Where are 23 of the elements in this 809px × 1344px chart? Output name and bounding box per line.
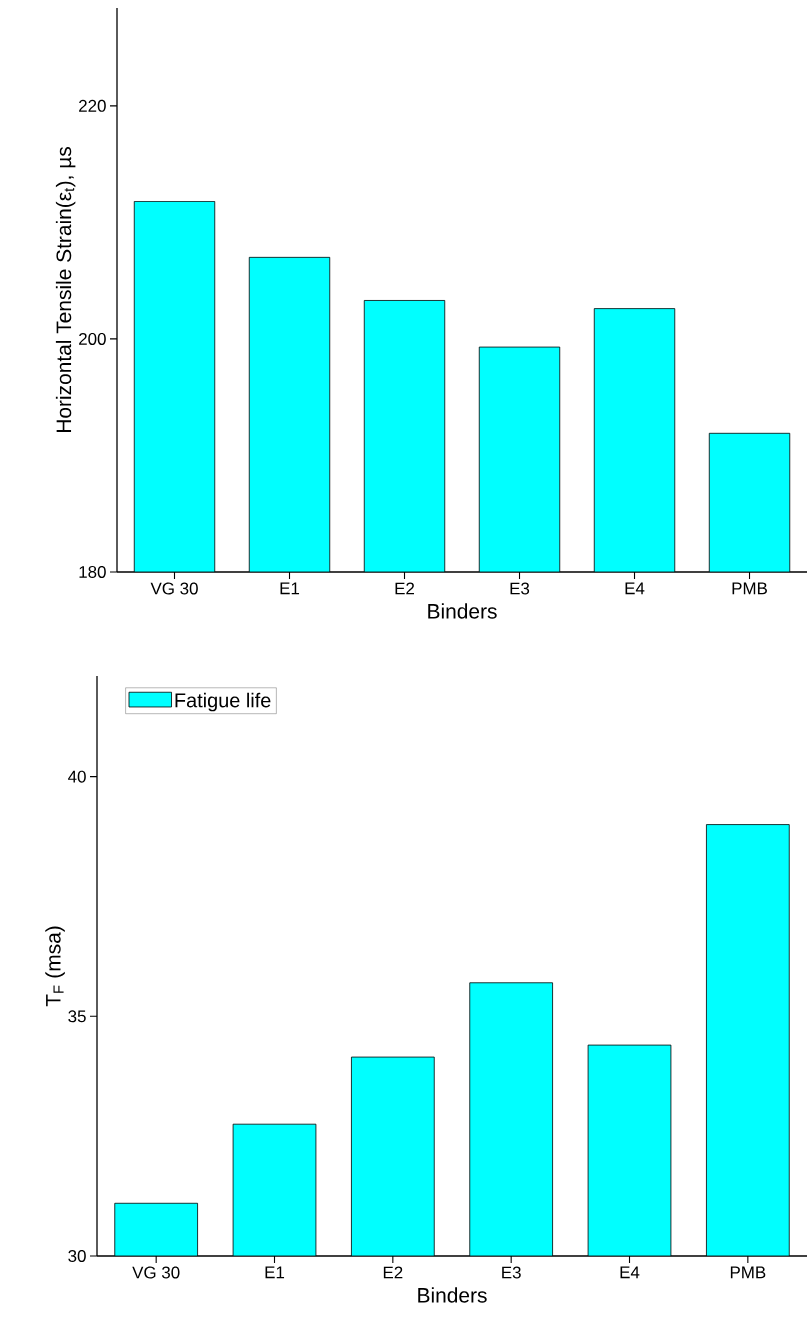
x-tick-label: E2 xyxy=(395,582,415,595)
y-axis-title: Horizontal Tensile Strain(ε$_{t}$), µs xyxy=(55,146,76,433)
x-tick-label: E2 xyxy=(383,1266,403,1279)
y-tick-label: 40 xyxy=(68,770,86,783)
x-tick-label: VG 30 xyxy=(132,1266,180,1279)
x-tick-label: E4 xyxy=(620,1266,640,1279)
y-tick-label: 30 xyxy=(68,1250,86,1262)
x-axis-title: Binders xyxy=(418,1287,487,1303)
x-tick-label: PMB xyxy=(732,582,767,595)
x-axis-title: Binders xyxy=(428,603,497,619)
x-tick-label: E3 xyxy=(510,582,530,595)
y-axis-title: T$_{F}$ (msa) xyxy=(45,926,65,1007)
x-tick-label: VG 30 xyxy=(150,582,198,595)
x-tick-label: E1 xyxy=(280,582,300,595)
y-tick-label: 200 xyxy=(79,332,106,345)
legend-label: Fatigue life xyxy=(175,692,271,712)
y-tick-label: 35 xyxy=(68,1010,86,1023)
y-tick-label: 180 xyxy=(79,565,106,578)
x-tick-label: PMB xyxy=(730,1266,766,1279)
x-tick-label: E1 xyxy=(265,1266,285,1279)
x-tick-label: E3 xyxy=(502,1266,521,1279)
x-tick-label: E4 xyxy=(625,582,645,595)
y-tick-label: 220 xyxy=(79,99,106,112)
